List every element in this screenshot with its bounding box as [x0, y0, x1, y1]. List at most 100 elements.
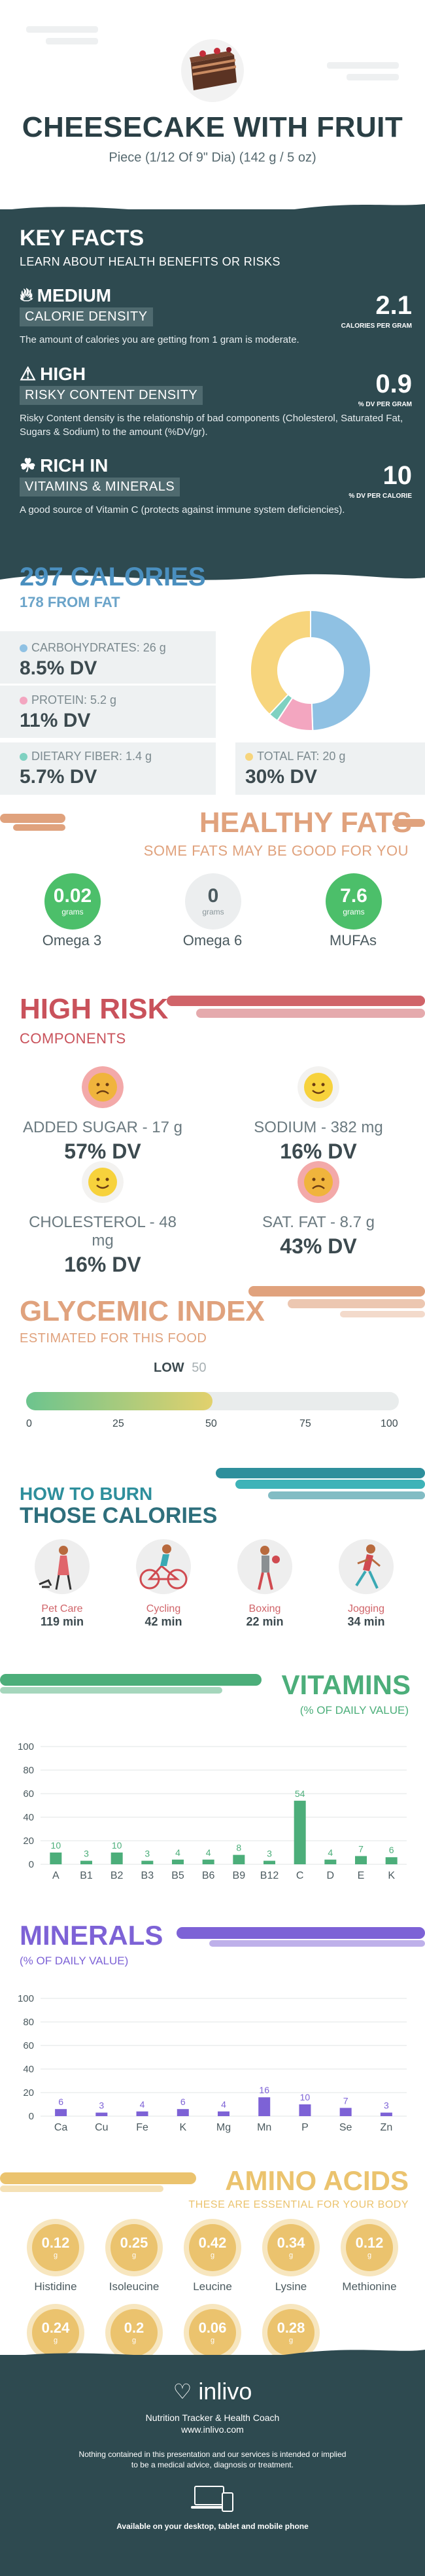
bar-value-label: 7	[358, 1843, 364, 1854]
risk-dv: 57% DV	[64, 1140, 141, 1163]
x-tick-label: B1	[80, 1870, 93, 1881]
nutrient-label: PROTEIN: 5.2 g	[31, 693, 117, 706]
badge-value: 0.02	[53, 885, 92, 907]
footer-disclaimer: Nothing contained in this presentation a…	[78, 2450, 347, 2459]
jogging-icon	[339, 1539, 394, 1594]
legend-dot	[20, 696, 27, 705]
fact-unit: % DV PER CALORIE	[348, 493, 412, 500]
sad-face-icon	[82, 1066, 124, 1108]
fact-label: CALORIE DENSITY	[20, 307, 153, 326]
bar-K	[385, 1857, 398, 1864]
minerals-bar-chart: 0 20 40 60 80 100 6 Ca 3 Cu 4 Fe 6 K 4 Mg 16 Mn 10 P 7 Se 3 Zn	[18, 1993, 407, 2133]
nutrient-label: DIETARY FIBER: 1.4 g	[31, 750, 152, 763]
decor-stripes	[248, 1286, 425, 1317]
x-tick-label: B5	[171, 1870, 184, 1881]
amino-unit: g	[288, 2337, 294, 2344]
calories-title: 297 CALORIES	[20, 563, 206, 591]
risk-sodium: SODIUM - 382 mg 16% DV	[233, 1119, 403, 1164]
y-tick-label: 40	[23, 1812, 34, 1823]
bar-B1	[80, 1860, 92, 1864]
badge-unit: grams	[202, 907, 224, 916]
bar-value-label: 4	[175, 1847, 180, 1858]
amino-subtitle: THESE ARE ESSENTIAL FOR YOUR BODY	[188, 2199, 409, 2210]
nutrient-carbs: CARBOHYDRATES: 26 g 8.5% DV	[20, 636, 166, 685]
amino-item: 0.25 g Isoleucine	[95, 2224, 173, 2293]
badge-value: 0	[207, 885, 219, 907]
donut-slice-total-fat	[250, 609, 311, 716]
key-facts-subtitle: LEARN ABOUT HEALTH BENEFITS OR RISKS	[20, 255, 280, 268]
amino-value: 0.12	[41, 2235, 70, 2251]
amino-label: Lysine	[275, 2280, 307, 2293]
activity-label: Pet Care	[41, 1603, 83, 1614]
x-tick-label: B6	[202, 1870, 215, 1881]
badge-unit: grams	[343, 907, 365, 916]
amino-label: Leucine	[193, 2280, 232, 2293]
bar-Mg	[218, 2111, 230, 2116]
omega3-badge: 0.02 grams	[44, 873, 101, 930]
bar-B12	[264, 1860, 275, 1864]
footer-brand: inlivo	[198, 2378, 252, 2405]
page-title: CHEESECAKE WITH FRUIT	[22, 111, 403, 143]
cheesecake-icon	[181, 39, 244, 102]
nutrient-fiber: DIETARY FIBER: 1.4 g 5.7% DV	[20, 744, 152, 793]
boxing-icon	[237, 1539, 292, 1594]
decor-cloud	[327, 62, 399, 69]
bar-E	[355, 1856, 367, 1864]
fact-risky-density: ⚠︎ HIGH RISKY CONTENT DENSITY 0.9 % DV PE…	[20, 363, 412, 439]
y-tick-label: 80	[23, 2017, 34, 2028]
fact-value: 10	[382, 461, 413, 490]
amino-badge: 0.12 g	[346, 2224, 393, 2271]
y-tick-label: 60	[23, 1788, 34, 1800]
glycemic-subtitle: ESTIMATED FOR THIS FOOD	[20, 1331, 207, 1346]
nutrient-bg	[0, 631, 216, 684]
x-tick-label: P	[301, 2122, 309, 2133]
amino-value: 0.2	[124, 2320, 144, 2336]
wave-divider	[0, 2350, 425, 2369]
activity-label: Boxing	[248, 1603, 281, 1614]
x-tick-label: Se	[339, 2122, 352, 2133]
amino-value: 0.28	[277, 2320, 305, 2336]
risk-dv: 43% DV	[280, 1234, 357, 1258]
bar-value-label: 4	[140, 2099, 145, 2110]
x-tick-label: Ca	[54, 2122, 68, 2133]
decor-stripes	[0, 1674, 262, 1694]
footer-disclaimer: to be a medical advice, diagnosis or tre…	[131, 2460, 294, 2469]
amino-badge: 0.34 g	[267, 2224, 314, 2271]
x-tick-label: C	[296, 1870, 304, 1881]
risk-label: ADDED SUGAR - 17 g	[22, 1119, 183, 1136]
decor-stripes	[216, 1468, 425, 1499]
decor-stripes	[177, 1927, 425, 1947]
amino-value: 0.34	[277, 2235, 305, 2251]
leaf-icon: ☘︎	[20, 455, 37, 476]
glycemic-level: LOW	[154, 1361, 184, 1375]
fact-label: RISKY CONTENT DENSITY	[20, 386, 203, 405]
amino-badge: 0.2 g	[110, 2309, 158, 2356]
fact-description: The amount of calories you are getting f…	[20, 334, 299, 345]
legend-dot	[20, 752, 27, 761]
footer-url[interactable]: www.inlivo.com	[181, 2424, 244, 2435]
x-tick-label: B2	[110, 1870, 124, 1881]
footer: ♡ inlivo Nutrition Tracker & Health Coac…	[0, 2350, 425, 2576]
risk-label: SAT. FAT - 8.7 g	[262, 1213, 375, 1231]
mufas-badge: 7.6 grams	[326, 873, 382, 930]
sad-face-icon	[298, 1161, 339, 1203]
glycemic-title: GLYCEMIC INDEX	[20, 1295, 265, 1327]
bar-Se	[339, 2108, 352, 2116]
x-tick-label: K	[388, 1870, 395, 1881]
nutrient-fat: TOTAL FAT: 20 g 30% DV	[245, 744, 345, 793]
decor-stripes	[0, 814, 425, 831]
y-tick-label: 80	[23, 1765, 34, 1776]
amino-item: 0.12 g Methionine	[330, 2224, 409, 2293]
bar-B5	[172, 1859, 184, 1864]
bar-B9	[233, 1854, 245, 1864]
nutrient-label: TOTAL FAT: 20 g	[257, 750, 346, 763]
amino-unit: g	[210, 2252, 215, 2259]
bar-value-label: 3	[99, 2100, 104, 2111]
minerals-subtitle: (% OF DAILY VALUE)	[20, 1955, 129, 1967]
amino-badge: 0.12 g	[32, 2224, 79, 2271]
x-tick-label: E	[358, 1870, 365, 1881]
bar-value-label: 3	[84, 1849, 89, 1859]
amino-badge: 0.24 g	[32, 2309, 79, 2356]
wave-divider	[0, 204, 425, 224]
footer-available: Available on your desktop, tablet and mo…	[116, 2522, 309, 2531]
